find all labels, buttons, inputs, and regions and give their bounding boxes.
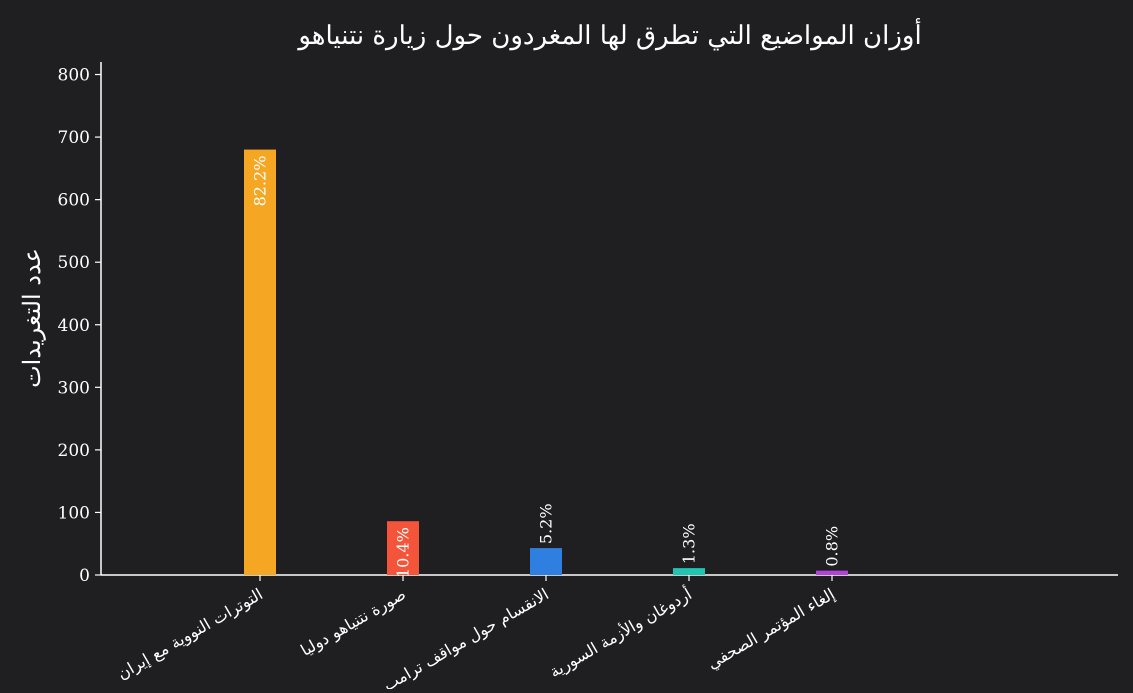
bar-value-label: 82.2% <box>251 156 270 207</box>
bar-1 <box>244 149 276 575</box>
bar-2 <box>387 521 419 575</box>
y-tick-label: 0 <box>79 566 90 586</box>
y-tick-label: 400 <box>58 316 90 336</box>
x-tick-label: التوترات النووية مع إيران <box>114 584 266 683</box>
bar-value-label: 5.2% <box>537 503 556 544</box>
bar-value-label: 10.4% <box>394 527 413 578</box>
x-tick-label: إلغاء المؤتمر الصحفي <box>704 584 838 672</box>
y-tick-label: 200 <box>58 441 90 461</box>
y-tick-label: 300 <box>58 378 90 398</box>
y-axis-label: عدد التغريدات <box>18 248 46 388</box>
bar-value-label: 0.8% <box>823 526 842 567</box>
bar-value-label: 1.3% <box>680 523 699 564</box>
bars: 82.2% 10.4% 5.2% 1.3% 0.8% <box>244 149 848 578</box>
x-tick-labels: التوترات النووية مع إيران صورة نتنياهو دو… <box>114 575 838 693</box>
bar-4 <box>673 568 705 575</box>
y-tick-label: 800 <box>58 66 90 86</box>
chart-title: أوزان المواضيع التي تطرق لها المغردون حو… <box>296 17 921 51</box>
x-tick-label: صورة نتنياهو دوليا <box>297 584 409 659</box>
y-tick-label: 600 <box>58 191 90 211</box>
bar-5 <box>816 570 848 575</box>
bar-3 <box>530 548 562 575</box>
y-tick-label: 100 <box>58 503 90 523</box>
y-tick-label: 500 <box>58 253 90 273</box>
x-tick-label: أردوغان والأزمة السورية <box>546 584 695 682</box>
y-tick-label: 700 <box>58 128 90 148</box>
y-ticks: 0 100 200 300 400 500 600 700 800 <box>58 66 101 586</box>
